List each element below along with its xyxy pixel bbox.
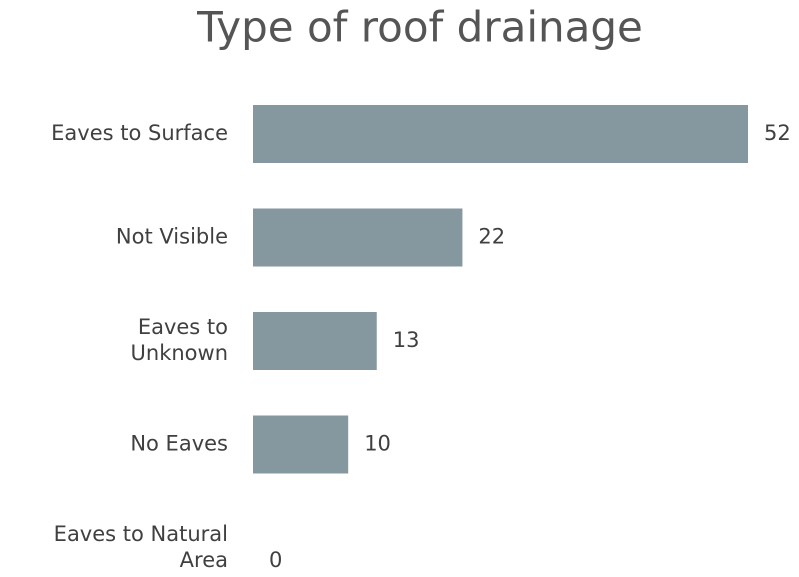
category-label: Eaves to Natural Area (54, 522, 228, 572)
value-label: 10 (364, 432, 391, 456)
category-label: Eaves to Surface (51, 121, 228, 145)
value-label: 13 (393, 328, 420, 352)
category-label: Not Visible (116, 225, 228, 249)
bar (253, 208, 463, 267)
chart-title: Type of roof drainage (196, 3, 643, 52)
value-label: 22 (478, 225, 505, 249)
bar (253, 105, 748, 163)
category-label: Eaves to Unknown (131, 315, 228, 365)
category-label: No Eaves (130, 432, 228, 456)
bar (253, 415, 349, 474)
bar (253, 312, 377, 370)
value-label: 52 (764, 121, 791, 145)
value-label: 0 (269, 548, 282, 572)
